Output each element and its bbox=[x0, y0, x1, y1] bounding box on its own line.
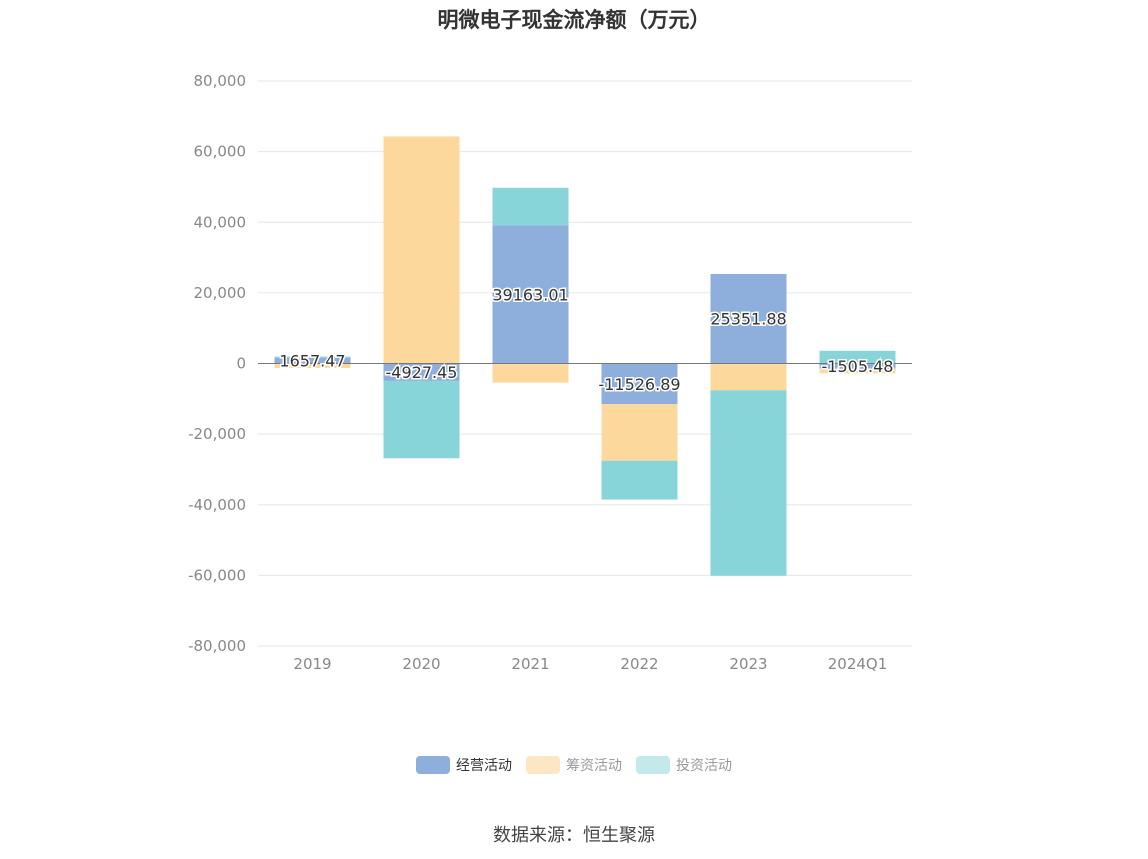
cash-flow-chart: 80,000 60,000 40,000 20,000 0 -20,000 -40,000 -… bbox=[188, 72, 912, 673]
legend-label-investing: 投资活动 bbox=[676, 758, 732, 774]
x-tick-label: 2021 bbox=[511, 655, 549, 673]
x-tick-label: 2023 bbox=[729, 655, 767, 673]
data-label-operating: 1657.47 bbox=[279, 352, 345, 371]
bar-financing-2024Q1 bbox=[819, 368, 896, 374]
x-tick-label: 2020 bbox=[402, 655, 440, 673]
data-label-operating: -4927.45 bbox=[386, 363, 458, 382]
y-tick-label: 60,000 bbox=[194, 143, 247, 161]
y-tick-label: -60,000 bbox=[188, 566, 246, 584]
y-tick-label: -80,000 bbox=[188, 637, 246, 655]
bar-operating-2020 bbox=[383, 363, 460, 381]
bar-investing-2019 bbox=[274, 356, 351, 358]
bar-financing-2021 bbox=[492, 363, 569, 383]
y-tick-label: -40,000 bbox=[188, 496, 246, 514]
chart-legend: 经营活动 筹资活动 投资活动 bbox=[0, 755, 1148, 775]
data-label-operating: -1505.48 bbox=[822, 357, 894, 376]
bar-operating-2024Q1 bbox=[819, 363, 896, 369]
legend-label-financing: 筹资活动 bbox=[566, 758, 622, 774]
bar-investing-2023 bbox=[710, 390, 787, 576]
bar-operating-2021 bbox=[492, 225, 569, 364]
x-tick-label: 2022 bbox=[620, 655, 658, 673]
x-tick-label: 2019 bbox=[293, 655, 331, 673]
bar-financing-2020 bbox=[383, 136, 460, 364]
y-tick-label: 0 bbox=[236, 355, 246, 373]
bar-financing-2023 bbox=[710, 363, 787, 391]
legend-swatch-financing bbox=[526, 756, 560, 774]
bar-financing-2022 bbox=[601, 404, 678, 461]
data-label-operating: 25351.88 bbox=[710, 310, 786, 329]
bar-operating-2022 bbox=[601, 363, 678, 405]
legend-item-financing[interactable]: 筹资活动 bbox=[526, 755, 622, 775]
bar-investing-2021 bbox=[492, 187, 569, 226]
legend-swatch-operating bbox=[416, 756, 450, 774]
bar-investing-2020 bbox=[383, 380, 460, 459]
legend-label-operating: 经营活动 bbox=[456, 758, 512, 774]
legend-item-investing[interactable]: 投资活动 bbox=[636, 755, 732, 775]
bar-operating-2023 bbox=[710, 273, 787, 364]
bar-financing-2019 bbox=[274, 363, 351, 369]
data-source: 数据来源：恒生聚源 bbox=[493, 825, 655, 846]
y-tick-label: 40,000 bbox=[194, 213, 247, 231]
x-tick-label: 2024Q1 bbox=[828, 655, 888, 673]
y-tick-label: 20,000 bbox=[194, 284, 247, 302]
bar-investing-2022 bbox=[601, 460, 678, 500]
bar-operating-2019 bbox=[274, 357, 351, 364]
y-tick-label: 80,000 bbox=[194, 72, 247, 90]
legend-item-operating[interactable]: 经营活动 bbox=[416, 755, 512, 775]
chart-title: 明微电子现金流净额（万元） bbox=[437, 8, 711, 32]
legend-swatch-investing bbox=[636, 756, 670, 774]
y-tick-label: -20,000 bbox=[188, 425, 246, 443]
data-label-operating: -11526.89 bbox=[598, 375, 680, 394]
data-label-operating: 39163.01 bbox=[492, 285, 568, 304]
bar-investing-2024Q1 bbox=[819, 350, 896, 364]
